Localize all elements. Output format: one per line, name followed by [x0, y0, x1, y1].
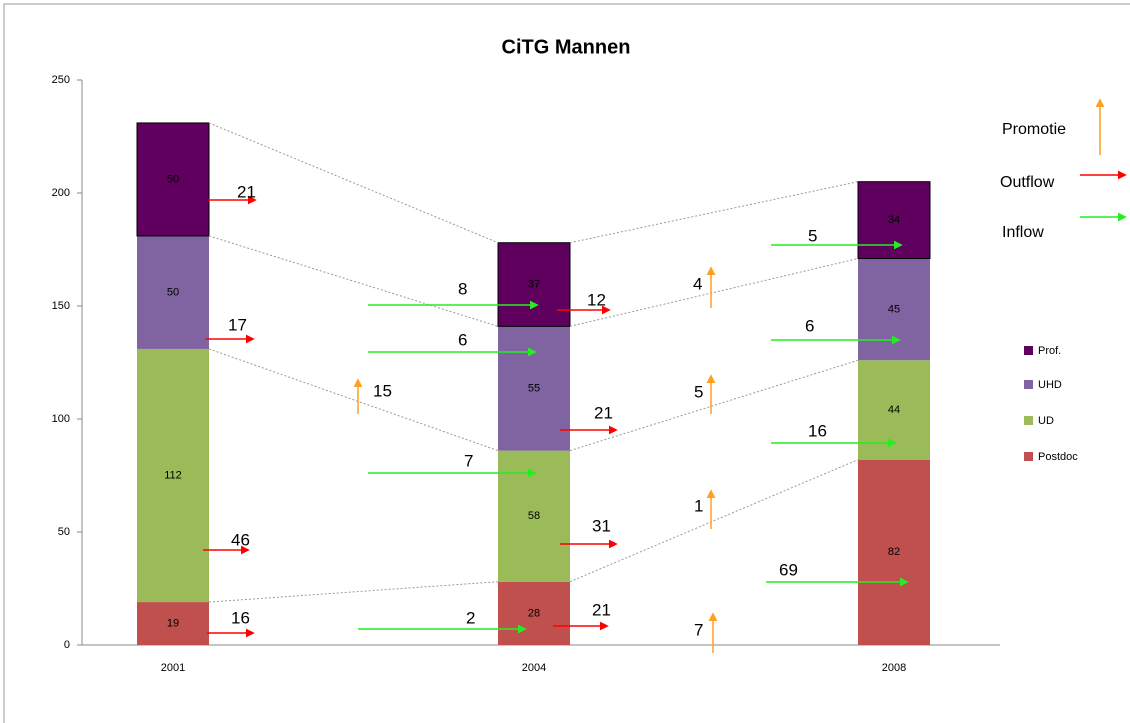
y-tick-label: 0: [64, 639, 70, 651]
flow-label: 8: [458, 279, 467, 298]
bar-segment: [498, 326, 570, 451]
y-tick-label: 50: [58, 526, 70, 538]
legend-swatch: [1024, 346, 1033, 355]
y-tick-label: 250: [52, 74, 70, 86]
x-tick-label: 2004: [522, 662, 546, 674]
connector: [208, 581, 499, 603]
chart-title: CiTG Mannen: [502, 36, 631, 58]
legend-swatch: [1024, 416, 1033, 425]
flow-label: 6: [458, 330, 467, 349]
y-tick-label: 100: [52, 413, 70, 425]
flow-label: 15: [373, 381, 392, 400]
flow-label: 16: [231, 608, 250, 627]
flow-label: 21: [237, 182, 256, 201]
segment-label: 58: [528, 510, 540, 522]
bar-segment: [137, 235, 209, 349]
connector: [569, 258, 859, 327]
segment-label: 50: [167, 173, 179, 185]
legend-swatch: [1024, 452, 1033, 461]
legend-swatch: [1024, 380, 1033, 389]
segment-label: 19: [167, 617, 179, 629]
flow-label: 7: [694, 620, 703, 639]
segment-label: 55: [528, 382, 540, 394]
flow-label: 31: [592, 516, 611, 535]
flow-legend-label: Outflow: [1000, 174, 1055, 191]
y-tick-label: 150: [52, 300, 70, 312]
connector: [569, 459, 859, 583]
legend-label: UD: [1038, 415, 1054, 427]
bar-segment: [137, 348, 209, 603]
y-tick-label: 200: [52, 187, 70, 199]
flow-label: 5: [808, 226, 817, 245]
connector: [569, 181, 859, 244]
flow-label: 4: [693, 274, 702, 293]
legend-label: Postdoc: [1038, 451, 1078, 463]
segment-label: 44: [888, 404, 900, 416]
flow-label: 46: [231, 530, 250, 549]
x-tick-label: 2008: [882, 662, 906, 674]
flow-label: 2: [466, 608, 475, 627]
segment-label: 34: [888, 214, 900, 226]
segment-label: 50: [167, 286, 179, 298]
segment-label: 82: [888, 546, 900, 558]
segment-label: 37: [528, 278, 540, 290]
flow-label: 17: [228, 315, 247, 334]
bar-segment: [858, 459, 930, 645]
bar-segment: [136, 122, 210, 237]
flow-label: 1: [694, 496, 703, 515]
bar-segment: [497, 242, 571, 327]
flow-label: 21: [592, 600, 611, 619]
flow-legend-label: Inflow: [1002, 224, 1044, 241]
connector: [208, 235, 499, 327]
flow-label: 6: [805, 316, 814, 335]
bar-segment: [498, 581, 570, 645]
flow-label: 5: [694, 382, 703, 401]
x-tick-label: 2001: [161, 662, 185, 674]
legend-label: Prof.: [1038, 345, 1061, 357]
segment-label: 28: [528, 607, 540, 619]
segment-label: 45: [888, 303, 900, 315]
flow-label: 12: [587, 290, 606, 309]
flow-label: 21: [594, 403, 613, 422]
connector: [208, 348, 499, 452]
bar-segment: [137, 602, 209, 645]
connector: [208, 122, 499, 244]
flow-legend-label: Promotie: [1002, 121, 1066, 138]
flow-label: 69: [779, 560, 798, 579]
flow-label: 16: [808, 421, 827, 440]
legend-label: UHD: [1038, 379, 1062, 391]
frame: [3, 3, 1130, 723]
segment-label: 112: [164, 469, 182, 481]
flow-label: 7: [464, 451, 473, 470]
